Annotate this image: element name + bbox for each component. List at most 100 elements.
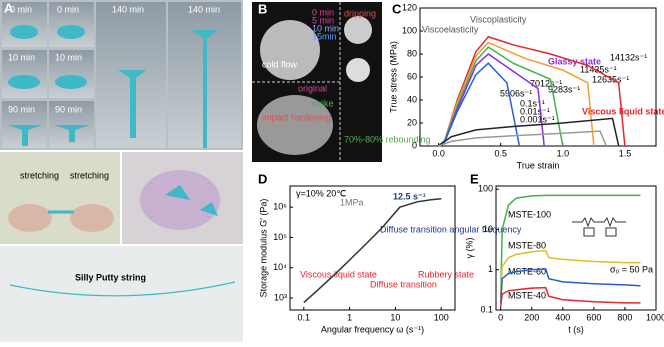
photo-label: 0 min — [10, 4, 32, 14]
annotation: Viscoplasticity — [470, 14, 527, 24]
annotation: 5906s⁻¹ — [500, 88, 532, 98]
annotation: Rubbery state — [418, 269, 474, 279]
x-axis-label: Angular frequency ω (s⁻¹) — [321, 324, 424, 334]
x-tick-label: 1.5 — [619, 148, 632, 158]
annotation: MSTE-100 — [508, 209, 551, 219]
putty — [8, 125, 42, 146]
series-line — [438, 117, 620, 147]
series-line — [499, 249, 641, 298]
annotation: 1MPa — [340, 197, 364, 207]
annotation: 5 min — [312, 15, 334, 25]
annotation: γ=10% 20℃ — [296, 188, 346, 198]
hand — [70, 204, 114, 232]
x-tick-label: 100 — [434, 312, 449, 322]
annotation: 9283s⁻¹ — [548, 84, 580, 94]
sphere — [346, 58, 370, 82]
y-tick-label: 100 — [402, 25, 417, 35]
panel-label: A — [4, 0, 14, 15]
annotation: 14132s⁻¹ — [610, 52, 647, 62]
y-tick-label: 10 — [483, 224, 493, 234]
hand — [8, 204, 52, 232]
x-tick-label: 200 — [524, 312, 539, 322]
annotation: 0.001s⁻¹ — [520, 114, 555, 124]
series-line — [499, 268, 641, 303]
annotation: strike — [312, 98, 334, 108]
sphere — [344, 16, 372, 44]
y-axis-label: γ (%) — [464, 238, 474, 259]
annotation: 12635s⁻¹ — [592, 74, 629, 84]
photo-label: 90 min — [8, 104, 35, 114]
putty — [192, 30, 218, 148]
photo-label: 0 min — [57, 4, 79, 14]
series-line — [499, 194, 641, 298]
series-line — [438, 130, 607, 147]
photo — [2, 2, 47, 47]
glove — [140, 170, 220, 230]
x-tick-label: 600 — [586, 312, 601, 322]
putty — [57, 25, 85, 39]
annotation: dripping — [344, 8, 376, 18]
series-line — [438, 62, 521, 147]
photo — [0, 246, 243, 342]
y-tick-label: 1 — [488, 264, 493, 274]
putty — [8, 75, 40, 89]
annotation: Viscoelasticity — [422, 24, 479, 34]
photo-label: 140 min — [112, 4, 144, 14]
annotation: σ₀ = 50 Pa — [610, 264, 653, 274]
annotation: MSTE-80 — [508, 240, 546, 250]
panel-label: C — [392, 1, 402, 16]
x-tick-label: 10 — [390, 312, 400, 322]
annotation: 7012s⁻¹ — [530, 78, 562, 88]
model-inset — [572, 216, 626, 237]
x-tick-label: 0.0 — [432, 148, 445, 158]
putty — [165, 185, 218, 216]
photo — [2, 50, 47, 98]
putty — [55, 75, 87, 89]
sphere — [260, 20, 320, 80]
annotation: Viscous liquid state — [300, 269, 377, 279]
photo — [49, 50, 94, 98]
x-tick-label: 1 — [347, 312, 352, 322]
panel-label: E — [470, 171, 479, 186]
y-tick-label: 10⁶ — [273, 202, 287, 212]
annotation: 12.5 s⁻¹ — [393, 191, 426, 201]
sphere — [257, 95, 333, 155]
x-tick-label: 400 — [555, 312, 570, 322]
x-axis-label: t (s) — [568, 324, 584, 334]
annotation: MSTE-40 — [508, 290, 546, 300]
putty-string — [9, 281, 236, 297]
y-tick-label: 0 — [412, 140, 417, 150]
plot-frame — [289, 185, 456, 311]
x-tick-label: 800 — [617, 312, 632, 322]
y-tick-label: 60 — [407, 71, 417, 81]
y-tick-label: 80 — [407, 48, 417, 58]
photo-label: 10 min — [8, 52, 35, 62]
series-line — [499, 286, 641, 307]
x-tick-label: 1000 — [646, 312, 664, 322]
panel-label: D — [258, 171, 267, 186]
annotation: Diffuse transition angular frequency — [380, 224, 522, 234]
y-tick-label: 10⁵ — [273, 232, 287, 242]
annotation: Viscous liquid state — [582, 106, 664, 116]
x-tick-label: 0.1 — [298, 312, 311, 322]
panel-a: 0 min 0 min 140 min 140 min 10 min 10 mi… — [0, 0, 243, 342]
annotation: stretching — [20, 170, 59, 180]
y-tick-label: 40 — [407, 94, 417, 104]
plot-frame — [495, 185, 657, 311]
putty — [118, 70, 146, 138]
y-tick-label: 20 — [407, 117, 417, 127]
annotation: 0 min — [312, 7, 334, 17]
y-axis-label: Storage modulus G′ (Pa) — [258, 199, 268, 298]
y-axis-label: True stress (MPa) — [388, 41, 398, 113]
putty — [10, 25, 38, 39]
series-line — [303, 197, 442, 304]
annotation: cold flow — [262, 59, 298, 69]
panel-label: B — [258, 1, 267, 16]
dashpot — [583, 227, 595, 237]
photo-label: 90 min — [55, 104, 82, 114]
dashpot — [605, 227, 617, 237]
y-tick-label: 0.1 — [480, 304, 493, 314]
photo-label: 140 min — [188, 4, 220, 14]
annotation: 0.01s⁻¹ — [520, 106, 550, 116]
